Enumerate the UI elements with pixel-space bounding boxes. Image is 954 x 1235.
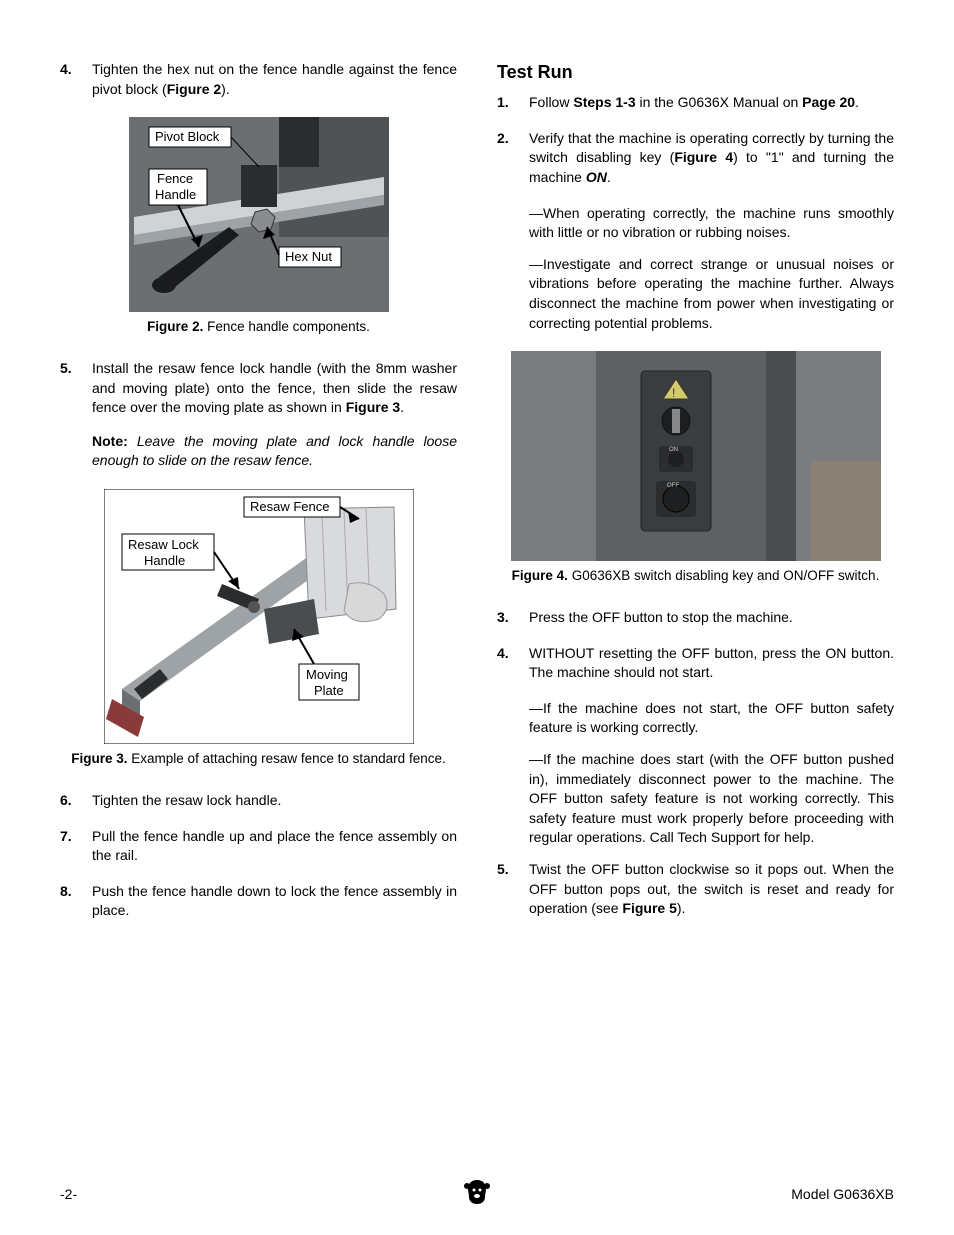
- step-text: WITHOUT resetting the OFF button, press …: [529, 644, 894, 683]
- step-number: 5.: [497, 860, 529, 919]
- r-step-2: 2. Verify that the machine is operating …: [497, 129, 894, 188]
- step-8: 8. Push the fence handle down to lock th…: [60, 882, 457, 921]
- r-step-4-sub1: —If the machine does not start, the OFF …: [529, 699, 894, 738]
- figure-3-caption: Figure 3. Example of attaching resaw fen…: [60, 750, 457, 769]
- step-text: Twist the OFF button clockwise so it pop…: [529, 860, 894, 919]
- step-number: 5.: [60, 359, 92, 471]
- label-fence-handle-1: Fence: [157, 171, 193, 186]
- label-resaw-lock-2: Handle: [144, 553, 185, 568]
- svg-text:ON: ON: [669, 447, 678, 453]
- step-6: 6. Tighten the resaw lock handle.: [60, 791, 457, 811]
- step-number: 3.: [497, 608, 529, 628]
- svg-text:OFF: OFF: [667, 483, 679, 489]
- section-title: Test Run: [497, 60, 894, 85]
- step-text: Push the fence handle down to lock the f…: [92, 882, 457, 921]
- footer-logo-icon: [464, 1178, 490, 1212]
- step-number: 7.: [60, 827, 92, 866]
- step-text: Verify that the machine is operating cor…: [529, 129, 894, 188]
- r-step-2-sub2: —Investigate and correct strange or unus…: [529, 255, 894, 333]
- label-hex-nut: Hex Nut: [285, 249, 332, 264]
- label-fence-handle-2: Handle: [155, 187, 196, 202]
- label-moving-1: Moving: [306, 667, 348, 682]
- r-step-5: 5. Twist the OFF button clockwise so it …: [497, 860, 894, 919]
- step-text: Tighten the resaw lock handle.: [92, 791, 457, 811]
- step-text: Press the OFF button to stop the machine…: [529, 608, 894, 628]
- step-text: Tighten the hex nut on the fence handle …: [92, 60, 457, 99]
- note-label: Note:: [92, 433, 137, 449]
- step-7: 7. Pull the fence handle up and place th…: [60, 827, 457, 866]
- figure-2-image: Pivot Block Fence Handle Hex Nut: [129, 117, 389, 312]
- r-step-2-sub1: —When operating correctly, the machine r…: [529, 204, 894, 243]
- label-pivot-block: Pivot Block: [155, 129, 220, 144]
- figure-4-image: ! ON OFF: [511, 351, 881, 561]
- figure-3-image: Resaw Fence Resaw Lock Handle Moving Pla…: [104, 489, 414, 744]
- label-moving-2: Plate: [314, 683, 344, 698]
- figure-4-caption: Figure 4. G0636XB switch disabling key a…: [497, 567, 894, 586]
- r-step-4-sub2: —If the machine does start (with the OFF…: [529, 750, 894, 848]
- step-5: 5. Install the resaw fence lock handle (…: [60, 359, 457, 471]
- right-column: Test Run 1. Follow Steps 1-3 in the G063…: [497, 60, 894, 937]
- r-step-4: 4. WITHOUT resetting the OFF button, pre…: [497, 644, 894, 683]
- step-text: Follow Steps 1-3 in the G0636X Manual on…: [529, 93, 894, 113]
- label-resaw-lock-1: Resaw Lock: [128, 537, 199, 552]
- step-text: Install the resaw fence lock handle (wit…: [92, 359, 457, 471]
- two-column-layout: 4. Tighten the hex nut on the fence hand…: [60, 60, 894, 937]
- step-number: 4.: [497, 644, 529, 683]
- step-number: 1.: [497, 93, 529, 113]
- step-number: 8.: [60, 882, 92, 921]
- figure-4: ! ON OFF Figure 4. G0636XB switch disabl…: [497, 351, 894, 586]
- model-number: Model G0636XB: [791, 1185, 894, 1205]
- left-column: 4. Tighten the hex nut on the fence hand…: [60, 60, 457, 937]
- label-resaw-fence: Resaw Fence: [250, 499, 329, 514]
- step-number: 4.: [60, 60, 92, 99]
- svg-text:!: !: [672, 386, 675, 400]
- note-body: Leave the moving plate and lock handle l…: [92, 433, 457, 469]
- step-number: 6.: [60, 791, 92, 811]
- step-text: Pull the fence handle up and place the f…: [92, 827, 457, 866]
- step-number: 2.: [497, 129, 529, 188]
- page-number: -2-: [60, 1185, 77, 1205]
- r-step-1: 1. Follow Steps 1-3 in the G0636X Manual…: [497, 93, 894, 113]
- r-step-3: 3. Press the OFF button to stop the mach…: [497, 608, 894, 628]
- figure-2-caption: Figure 2. Fence handle components.: [60, 318, 457, 337]
- page-footer: -2- Model G0636XB: [60, 1185, 894, 1205]
- figure-2: Pivot Block Fence Handle Hex Nut Figure …: [60, 117, 457, 337]
- step-4: 4. Tighten the hex nut on the fence hand…: [60, 60, 457, 99]
- figure-3: Resaw Fence Resaw Lock Handle Moving Pla…: [60, 489, 457, 769]
